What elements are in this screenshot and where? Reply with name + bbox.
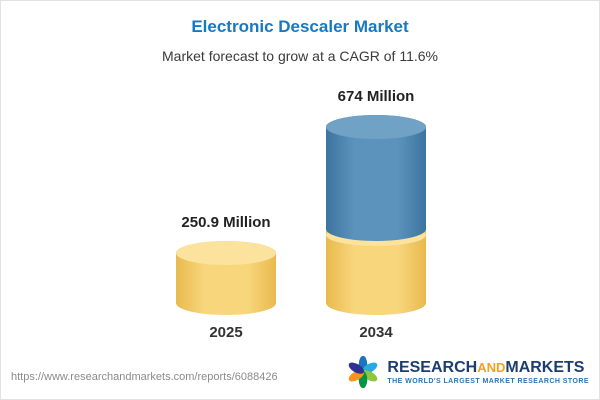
page-title: Electronic Descaler Market [191,17,409,36]
logo-text-block: RESEARCHANDMARKETS THE WORLD'S LARGEST M… [387,359,589,386]
bar-group-2025: 250.9 Million 2025 [166,214,286,341]
bar-group-2034: 674 Million 2034 [316,88,436,341]
logo-tagline: THE WORLD'S LARGEST MARKET RESEARCH STOR… [387,378,589,386]
report-url-link[interactable]: https://www.researchandmarkets.com/repor… [11,371,278,383]
year-label-2025: 2025 [209,324,243,341]
logo-name: RESEARCHANDMARKETS [387,359,584,377]
logo-name-and: AND [477,359,506,375]
year-label-2034: 2034 [359,324,393,341]
cylinder-2034 [326,115,426,315]
logo-name-markets: MARKETS [505,358,585,376]
page-subtitle: Market forecast to grow at a CAGR of 11.… [162,48,438,64]
value-label-2025: 250.9 Million [181,213,271,231]
value-label-2034: 674 Million [337,88,415,105]
research-and-markets-logo: RESEARCHANDMARKETS THE WORLD'S LARGEST M… [346,355,589,389]
cylinder-2034-top-segment [326,115,426,246]
logo-flower-icon [349,355,378,389]
cylinder-2025 [176,240,276,315]
logo-name-research: RESEARCH [387,358,478,376]
